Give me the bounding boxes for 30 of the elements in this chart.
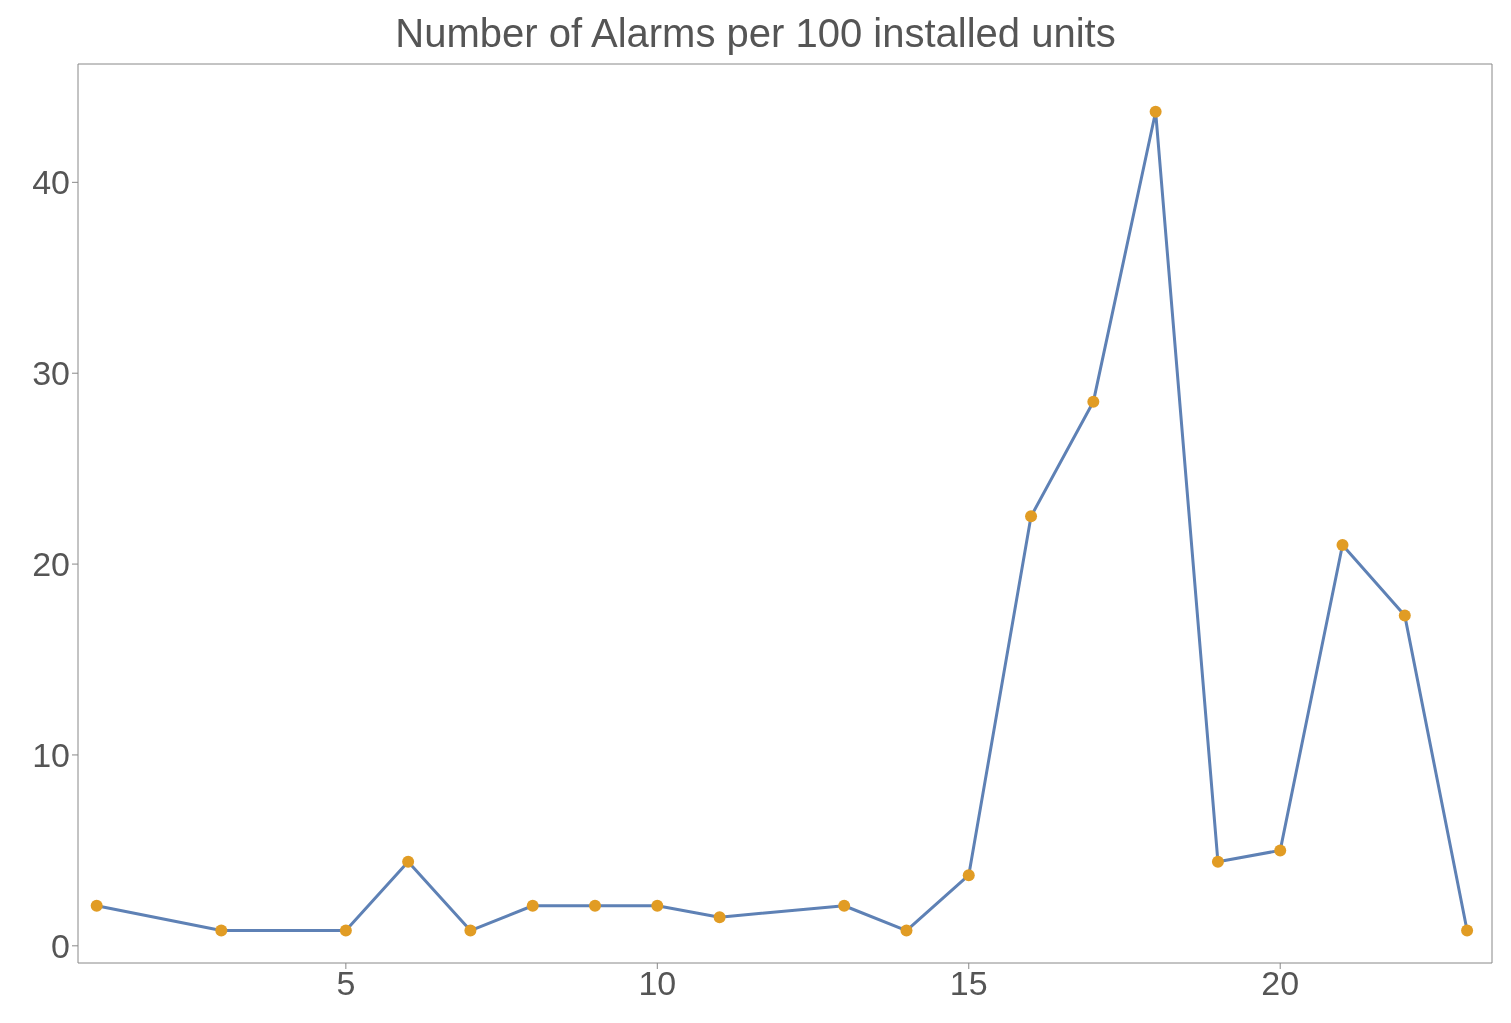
point bbox=[526, 899, 539, 912]
point bbox=[589, 899, 602, 912]
point bbox=[1211, 855, 1224, 868]
point bbox=[651, 899, 664, 912]
point bbox=[1398, 609, 1411, 622]
point bbox=[962, 869, 975, 882]
point bbox=[1274, 844, 1287, 857]
point bbox=[713, 911, 726, 924]
y-tick-label: 10 bbox=[32, 736, 70, 775]
point bbox=[900, 924, 913, 937]
y-tick-label: 40 bbox=[32, 163, 70, 202]
point bbox=[464, 924, 477, 937]
point bbox=[838, 899, 851, 912]
chart-title: Number of Alarms per 100 installed units bbox=[394, 10, 1117, 57]
point bbox=[339, 924, 352, 937]
point bbox=[402, 855, 415, 868]
x-tick-label: 15 bbox=[949, 964, 988, 1003]
point bbox=[1149, 105, 1162, 118]
y-tick-label: 20 bbox=[32, 545, 70, 584]
point bbox=[1336, 538, 1349, 551]
point bbox=[215, 924, 228, 937]
point bbox=[1025, 510, 1038, 523]
y-tick-label: 30 bbox=[32, 354, 70, 393]
x-tick-label: 10 bbox=[638, 964, 677, 1003]
point bbox=[90, 899, 103, 912]
point bbox=[1087, 395, 1100, 408]
y-tick-label: 0 bbox=[51, 926, 70, 965]
x-tick-label: 20 bbox=[1261, 964, 1300, 1003]
x-tick-label: 5 bbox=[336, 964, 356, 1003]
point bbox=[1461, 924, 1474, 937]
